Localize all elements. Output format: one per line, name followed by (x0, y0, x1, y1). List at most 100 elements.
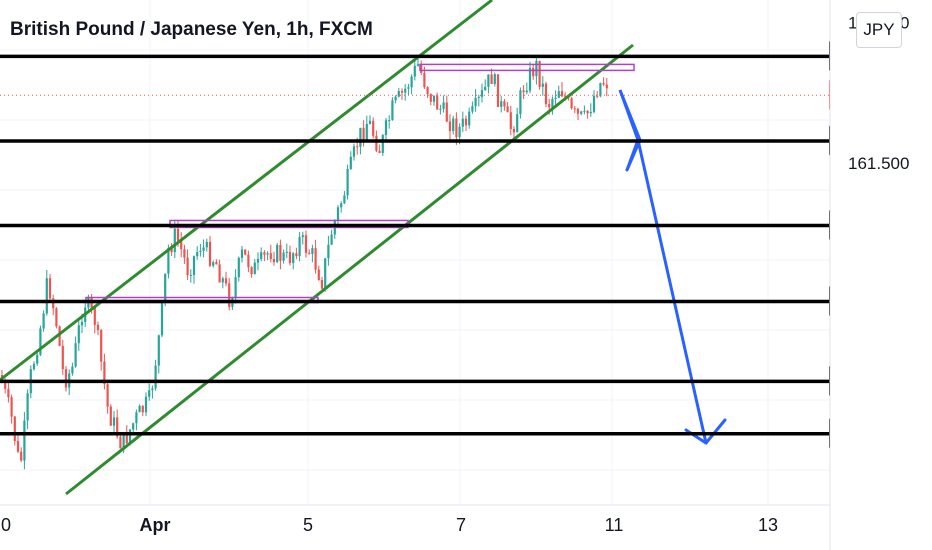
candle-body (199, 250, 202, 253)
candle-body (420, 64, 423, 73)
candle-body (164, 273, 167, 301)
candle-body (541, 83, 544, 87)
candle-body (276, 244, 279, 263)
candle-body (240, 249, 244, 258)
candle-body (349, 156, 352, 170)
candle-body (368, 120, 372, 124)
candle-body (160, 300, 164, 336)
candle-body (148, 390, 151, 397)
candle-body (170, 247, 173, 253)
candle-body (570, 98, 573, 109)
candle-body (135, 412, 138, 424)
candle-body (544, 83, 548, 105)
price-axis-bg (830, 0, 932, 550)
candle-body (10, 397, 13, 417)
candle-body (52, 298, 55, 309)
candle-body (23, 420, 26, 461)
candle-body (506, 106, 509, 113)
candle-body (109, 406, 112, 426)
candle-body (356, 146, 359, 148)
candle-body (532, 67, 535, 77)
time-axis: 0 Apr 5 7 11 13 (0, 504, 830, 535)
candle-body (413, 65, 416, 77)
candle-body (45, 278, 48, 314)
candle-body (106, 384, 109, 407)
candle-body (503, 101, 506, 107)
candle-body (269, 253, 272, 259)
candle-body (388, 120, 391, 122)
candle-body (576, 108, 580, 114)
currency-button[interactable]: JPY (856, 12, 902, 48)
time-tick-label: Apr (140, 515, 171, 535)
candle-body (55, 308, 58, 327)
candle-body (602, 83, 605, 85)
time-tick-label: 7 (456, 515, 466, 535)
candle-body (103, 361, 106, 385)
candle-body (551, 99, 554, 108)
candle-body (400, 91, 404, 93)
candle-body (247, 254, 250, 268)
candle-body (560, 91, 564, 97)
candle-body (192, 256, 196, 275)
candle-body (381, 135, 384, 153)
candle-body (253, 262, 256, 275)
candle-body (128, 429, 132, 444)
chart-grid (0, 0, 830, 505)
time-tick-label: 0 (1, 515, 11, 535)
candle-body (13, 416, 16, 441)
candle-body (471, 106, 474, 112)
candle-body (365, 123, 368, 140)
candle-body (205, 241, 208, 248)
candle-body (244, 249, 247, 255)
time-tick-label: 11 (605, 515, 624, 535)
candle-body (36, 354, 39, 364)
candle-body (404, 88, 407, 93)
candle-body (352, 146, 356, 157)
candle-body (237, 257, 240, 278)
candle-body (16, 440, 20, 452)
candle-body (343, 195, 346, 204)
candle-body (39, 328, 42, 355)
candle-body (429, 94, 432, 102)
price-axis: 162.500161.500 (829, 0, 932, 550)
candle-body (493, 74, 496, 84)
candle-body (397, 91, 400, 97)
candle-body (295, 253, 298, 257)
candle-body (468, 111, 471, 126)
candle-body (605, 84, 608, 89)
candle-body (442, 102, 445, 109)
price-tick-label: 161.500 (848, 154, 909, 173)
candle-body (519, 90, 522, 115)
candle-body (298, 237, 301, 257)
candle-body (71, 366, 74, 374)
time-tick-label: 5 (303, 515, 313, 535)
resistance-box (419, 63, 635, 72)
candle-body (272, 258, 276, 263)
candle-body (490, 74, 493, 84)
candle-body (362, 127, 365, 140)
candle-body (589, 111, 592, 114)
candle-body (372, 120, 375, 136)
candle-body (599, 83, 602, 97)
candle-body (384, 120, 388, 136)
candle-body (336, 207, 340, 221)
candle-body (528, 67, 532, 91)
candle-body (234, 277, 237, 299)
candle-body (263, 252, 266, 255)
candle-body (573, 108, 576, 110)
candle-body (212, 262, 215, 266)
candle-body (48, 278, 52, 299)
candle-body (535, 60, 538, 77)
projection-path (618, 89, 708, 444)
candle-body (189, 274, 192, 276)
candle-body (292, 253, 295, 264)
candle-body (464, 118, 468, 126)
candle-body (144, 396, 148, 413)
candle-body (228, 283, 231, 307)
candle-body (256, 258, 260, 263)
candle-body (288, 251, 292, 264)
candle-body (119, 436, 122, 449)
horizontal-levels: 162.259161.656161.054160.512159.943159.5… (0, 40, 917, 449)
candle-body (359, 127, 362, 147)
